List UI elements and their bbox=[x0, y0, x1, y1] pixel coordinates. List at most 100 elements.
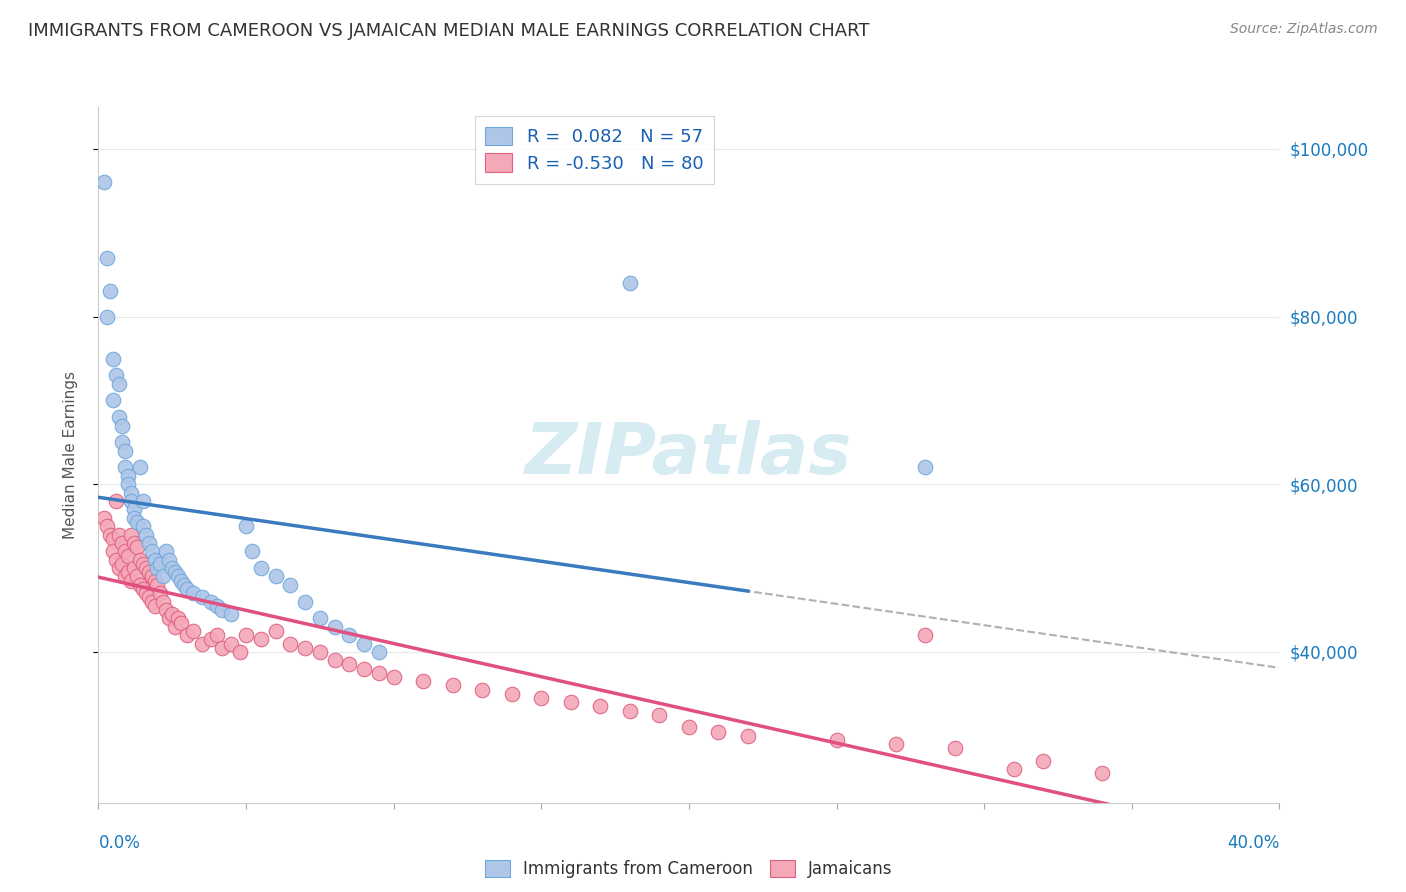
Point bbox=[111, 557, 134, 571]
Point bbox=[149, 586, 172, 600]
Point bbox=[120, 494, 142, 508]
Point bbox=[471, 682, 494, 697]
Point bbox=[111, 536, 134, 550]
Point bbox=[191, 636, 214, 650]
Point bbox=[191, 591, 214, 605]
Point bbox=[135, 527, 157, 541]
Point bbox=[143, 552, 166, 566]
Point bbox=[146, 578, 169, 592]
Point bbox=[152, 594, 174, 608]
Point bbox=[105, 552, 128, 566]
Point bbox=[98, 527, 121, 541]
Point bbox=[149, 557, 172, 571]
Point bbox=[353, 636, 375, 650]
Point bbox=[278, 636, 302, 650]
Point bbox=[114, 569, 136, 583]
Point bbox=[114, 443, 136, 458]
Text: 0.0%: 0.0% bbox=[98, 834, 141, 852]
Point bbox=[339, 657, 360, 672]
Point bbox=[368, 645, 391, 659]
Point bbox=[678, 720, 700, 734]
Text: Source: ZipAtlas.com: Source: ZipAtlas.com bbox=[1230, 22, 1378, 37]
Point bbox=[111, 418, 134, 433]
Point bbox=[146, 561, 169, 575]
Point bbox=[181, 624, 204, 638]
Point bbox=[93, 176, 115, 190]
Point bbox=[235, 628, 257, 642]
Point bbox=[205, 599, 228, 613]
Point bbox=[229, 645, 252, 659]
Point bbox=[122, 536, 145, 550]
Point bbox=[125, 569, 148, 583]
Point bbox=[176, 628, 198, 642]
Text: 40.0%: 40.0% bbox=[1227, 834, 1279, 852]
Text: ZIPatlas: ZIPatlas bbox=[526, 420, 852, 490]
Point bbox=[1032, 754, 1054, 768]
Point bbox=[264, 624, 287, 638]
Point bbox=[105, 368, 128, 383]
Point bbox=[619, 704, 641, 718]
Point bbox=[138, 566, 160, 580]
Point bbox=[117, 549, 139, 563]
Point bbox=[1002, 762, 1025, 776]
Point bbox=[173, 578, 195, 592]
Point bbox=[165, 566, 187, 580]
Point bbox=[132, 519, 155, 533]
Point bbox=[132, 582, 155, 596]
Point bbox=[619, 276, 641, 290]
Point bbox=[530, 691, 553, 706]
Point bbox=[152, 569, 174, 583]
Point bbox=[141, 569, 163, 583]
Point bbox=[914, 628, 936, 642]
Point bbox=[125, 515, 148, 529]
Point bbox=[250, 632, 273, 647]
Point bbox=[323, 620, 346, 634]
Point bbox=[120, 485, 142, 500]
Point bbox=[309, 645, 332, 659]
Point bbox=[219, 636, 242, 650]
Point bbox=[120, 574, 142, 588]
Point bbox=[200, 632, 222, 647]
Point bbox=[135, 586, 157, 600]
Point bbox=[128, 578, 150, 592]
Point bbox=[914, 460, 936, 475]
Point bbox=[125, 540, 148, 554]
Point bbox=[108, 376, 131, 391]
Point bbox=[122, 510, 145, 524]
Point bbox=[111, 435, 134, 450]
Point bbox=[103, 393, 125, 408]
Point bbox=[108, 410, 131, 425]
Point bbox=[170, 615, 193, 630]
Point bbox=[141, 594, 163, 608]
Point bbox=[162, 561, 183, 575]
Point bbox=[264, 569, 287, 583]
Point bbox=[114, 544, 136, 558]
Point bbox=[205, 628, 228, 642]
Point bbox=[219, 607, 242, 622]
Point bbox=[200, 594, 222, 608]
Point bbox=[108, 561, 131, 575]
Point bbox=[135, 561, 157, 575]
Point bbox=[167, 611, 190, 625]
Point bbox=[138, 591, 160, 605]
Point bbox=[138, 536, 160, 550]
Point bbox=[141, 544, 163, 558]
Point bbox=[589, 699, 612, 714]
Point bbox=[323, 653, 346, 667]
Legend: Immigrants from Cameroon, Jamaicans: Immigrants from Cameroon, Jamaicans bbox=[478, 854, 900, 885]
Point bbox=[412, 674, 434, 689]
Point bbox=[96, 310, 118, 324]
Point bbox=[309, 611, 332, 625]
Point bbox=[157, 611, 180, 625]
Point bbox=[278, 578, 302, 592]
Point bbox=[122, 561, 145, 575]
Point bbox=[441, 678, 464, 692]
Point bbox=[155, 544, 177, 558]
Point bbox=[117, 477, 139, 491]
Point bbox=[353, 662, 375, 676]
Point bbox=[240, 544, 263, 558]
Point bbox=[98, 285, 121, 299]
Point bbox=[501, 687, 523, 701]
Point bbox=[143, 574, 166, 588]
Point bbox=[339, 628, 360, 642]
